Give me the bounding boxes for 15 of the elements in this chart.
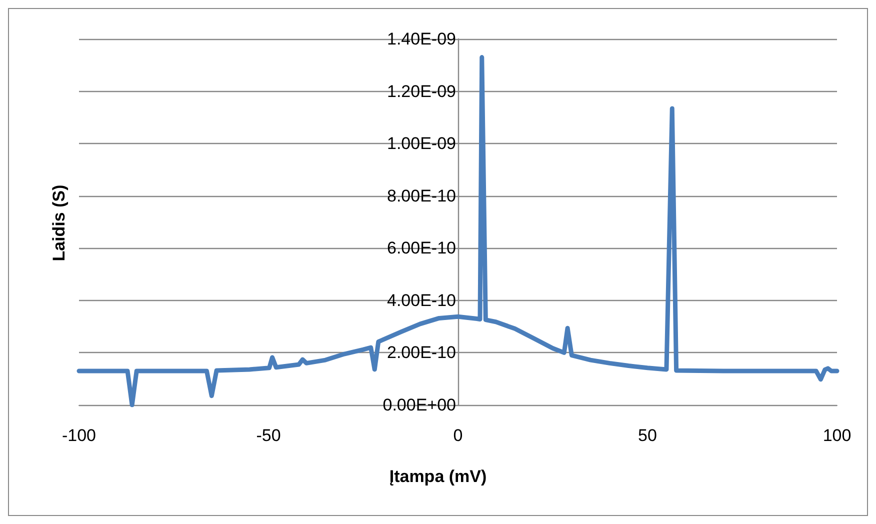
y-tick-label: 1.40E-09 — [387, 30, 456, 48]
x-tick-label: -50 — [256, 426, 281, 445]
x-tick-label: 0 — [453, 426, 463, 445]
y-axis-title: Laidis (S) — [50, 184, 68, 262]
y-tick-label: 2.00E-10 — [387, 343, 456, 362]
y-tick-label: 0.00E+00 — [382, 396, 456, 414]
x-tick-label: -100 — [62, 426, 96, 445]
x-axis-title: Įtampa (mV) — [389, 467, 487, 486]
y-tick-label: 6.00E-10 — [387, 238, 456, 258]
x-tick-label: 100 — [822, 426, 852, 445]
y-tick-label: 1.00E-09 — [387, 134, 456, 154]
y-tick-label: 1.20E-09 — [387, 82, 456, 101]
y-tick-label: 8.00E-10 — [387, 186, 456, 206]
y-tick-label: 4.00E-10 — [387, 290, 456, 310]
x-tick-label: 50 — [638, 426, 657, 445]
